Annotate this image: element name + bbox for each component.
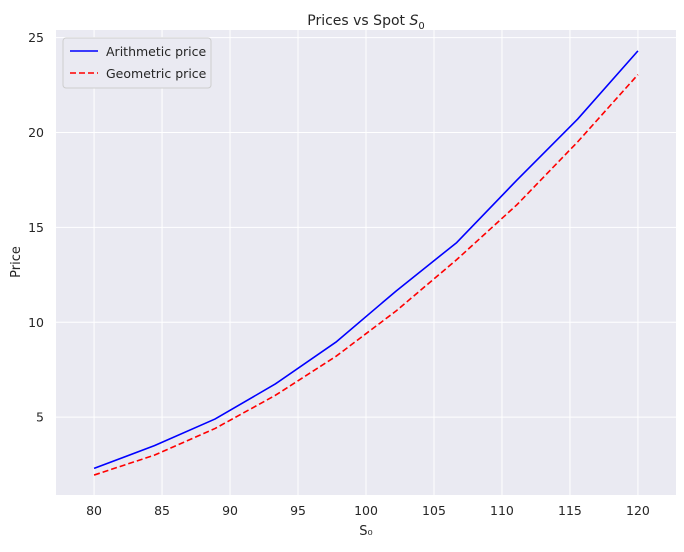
x-tick-label: 115 — [558, 503, 582, 518]
legend: Arithmetic price Geometric price — [62, 37, 212, 89]
y-tick-label: 25 — [28, 30, 44, 45]
x-tick-label: 100 — [354, 503, 378, 518]
x-axis-label: S₀ — [359, 524, 372, 539]
tick-labels: 80 85 90 95 100 105 110 115 120 5 10 15 20 25 — [28, 30, 650, 518]
x-tick-label: 85 — [154, 503, 170, 518]
grid-lines — [56, 30, 676, 495]
series-lines — [93, 50, 639, 476]
y-axis-label: Price — [9, 246, 24, 278]
arithmetic-price-line — [93, 50, 639, 470]
chart-title: Prices vs Spot S0 — [307, 13, 424, 32]
legend-arithmetic-label: Arithmetic price — [106, 44, 206, 59]
y-tick-label: 15 — [28, 220, 44, 235]
x-tick-label: 105 — [422, 503, 446, 518]
y-tick-label: 5 — [36, 410, 44, 425]
legend-geometric-label: Geometric price — [106, 66, 207, 81]
y-tick-label: 10 — [28, 315, 44, 330]
x-tick-label: 95 — [290, 503, 306, 518]
legend-box — [62, 37, 212, 89]
x-tick-label: 90 — [222, 503, 238, 518]
x-tick-label: 110 — [490, 503, 514, 518]
geometric-price-line — [93, 74, 639, 476]
x-tick-label: 80 — [86, 503, 102, 518]
x-tick-label: 120 — [626, 503, 650, 518]
y-tick-label: 20 — [28, 125, 44, 140]
